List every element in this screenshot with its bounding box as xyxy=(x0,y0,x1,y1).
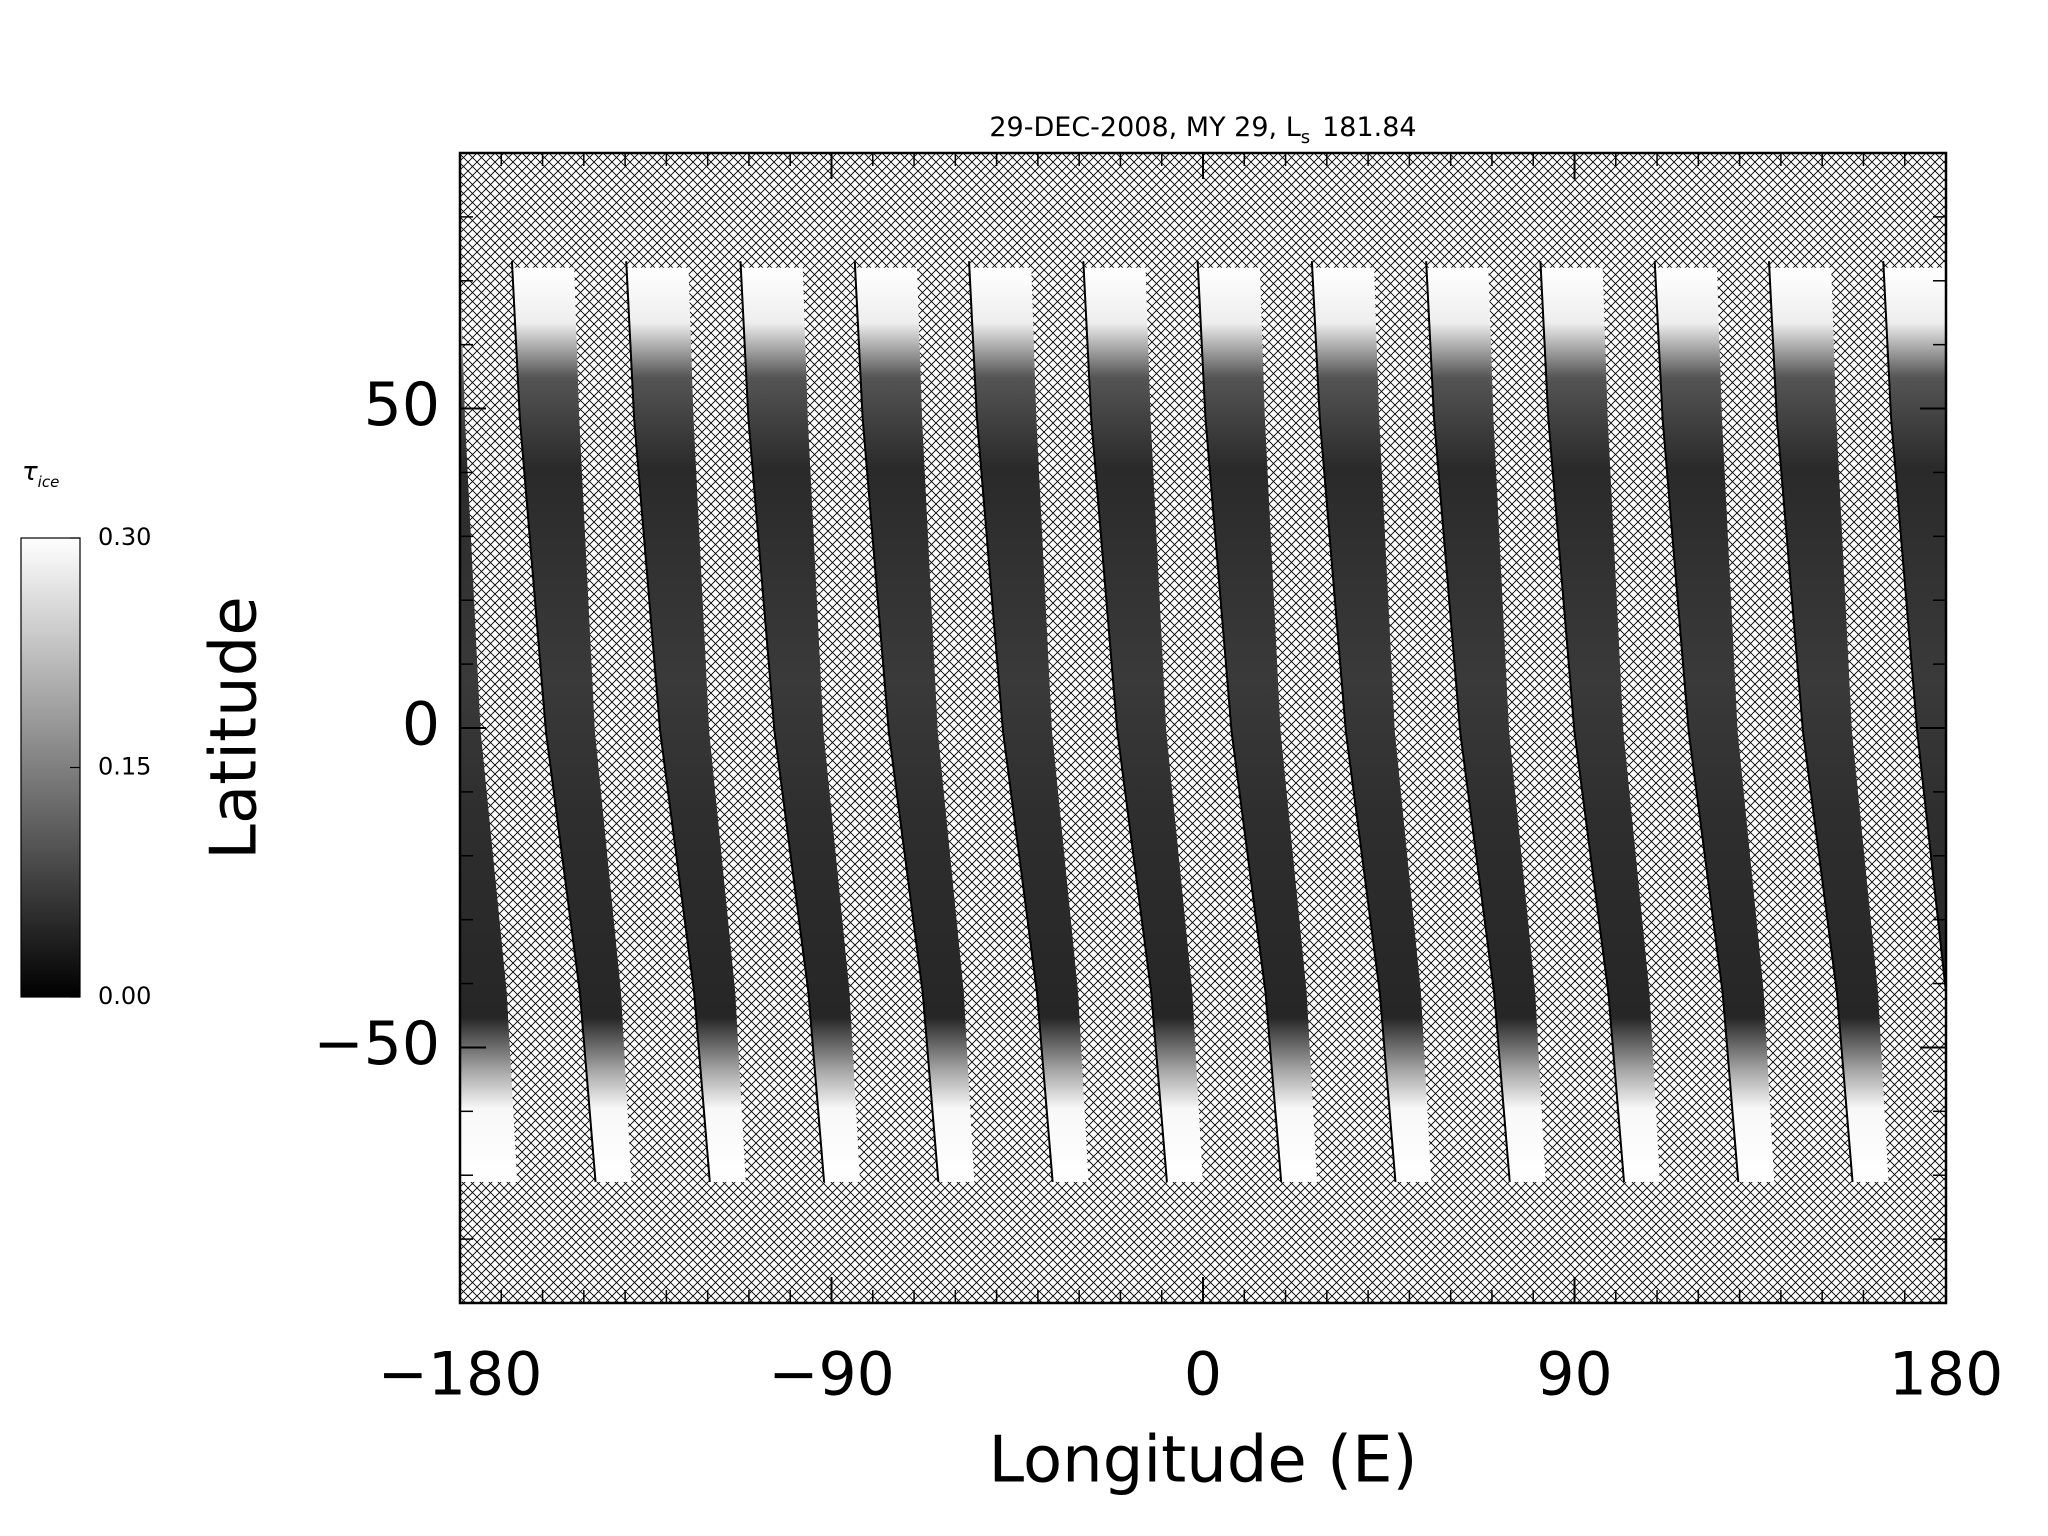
orbit-gap xyxy=(916,261,1053,1182)
title-subscript: s xyxy=(1301,127,1310,148)
x-tick-label: 180 xyxy=(1889,1340,2004,1410)
orbit-edge xyxy=(853,261,940,1183)
title-text: 29-DEC-2008, MY 29, L xyxy=(989,112,1300,143)
orbit-gap xyxy=(1145,261,1282,1182)
orbit-gap xyxy=(802,261,939,1182)
orbit-gap xyxy=(1716,261,1853,1182)
colorbar-symbol: τ xyxy=(22,457,38,487)
y-axis-label: Latitude xyxy=(198,596,272,859)
orbit-edge xyxy=(1425,261,1511,1183)
chart-title: 29-DEC-2008, MY 29, Ls 181.84 xyxy=(989,112,1416,149)
y-tick-label: 0 xyxy=(402,690,440,760)
y-tick-label: −50 xyxy=(313,1009,440,1079)
x-tick-label: 0 xyxy=(1184,1340,1222,1410)
colorbar-label: τice xyxy=(22,457,59,491)
orbit-gap xyxy=(1602,261,1739,1182)
y-tick-label: 50 xyxy=(364,370,440,440)
orbit-edge xyxy=(625,261,711,1183)
orbit-gap xyxy=(1831,261,1946,1182)
orbit-edge xyxy=(1196,261,1283,1183)
orbit-edge xyxy=(1539,261,1626,1183)
colorbar-tick-label: 0.00 xyxy=(98,982,151,1010)
x-axis-label: Longitude (E) xyxy=(988,1424,1417,1498)
orbit-gap xyxy=(1373,261,1510,1182)
colorbar-subscript: ice xyxy=(38,473,60,491)
colorbar-tick-label: 0.30 xyxy=(98,523,151,551)
orbit-edge xyxy=(739,261,826,1183)
x-tick-label: 90 xyxy=(1536,1340,1612,1410)
orbit-edge xyxy=(968,261,1054,1183)
x-tick-label: −90 xyxy=(768,1340,895,1410)
orbit-gap xyxy=(1488,261,1625,1182)
x-tick-label: −180 xyxy=(378,1340,543,1410)
orbit-edge xyxy=(1653,261,1740,1183)
orbit-gap xyxy=(1031,261,1167,1182)
colorbar-tick-label: 0.15 xyxy=(98,753,151,781)
orbit-gap xyxy=(573,261,710,1182)
orbit-gap xyxy=(460,261,596,1182)
orbit-gap xyxy=(1259,261,1396,1182)
title-value: 181.84 xyxy=(1322,112,1416,143)
orbit-gap xyxy=(688,261,825,1182)
orbit-edge xyxy=(1310,261,1397,1183)
orbit-edge xyxy=(1082,261,1168,1183)
map-area xyxy=(460,153,1947,1303)
orbit-edge xyxy=(1767,261,1854,1183)
orbit-edge xyxy=(510,261,597,1183)
